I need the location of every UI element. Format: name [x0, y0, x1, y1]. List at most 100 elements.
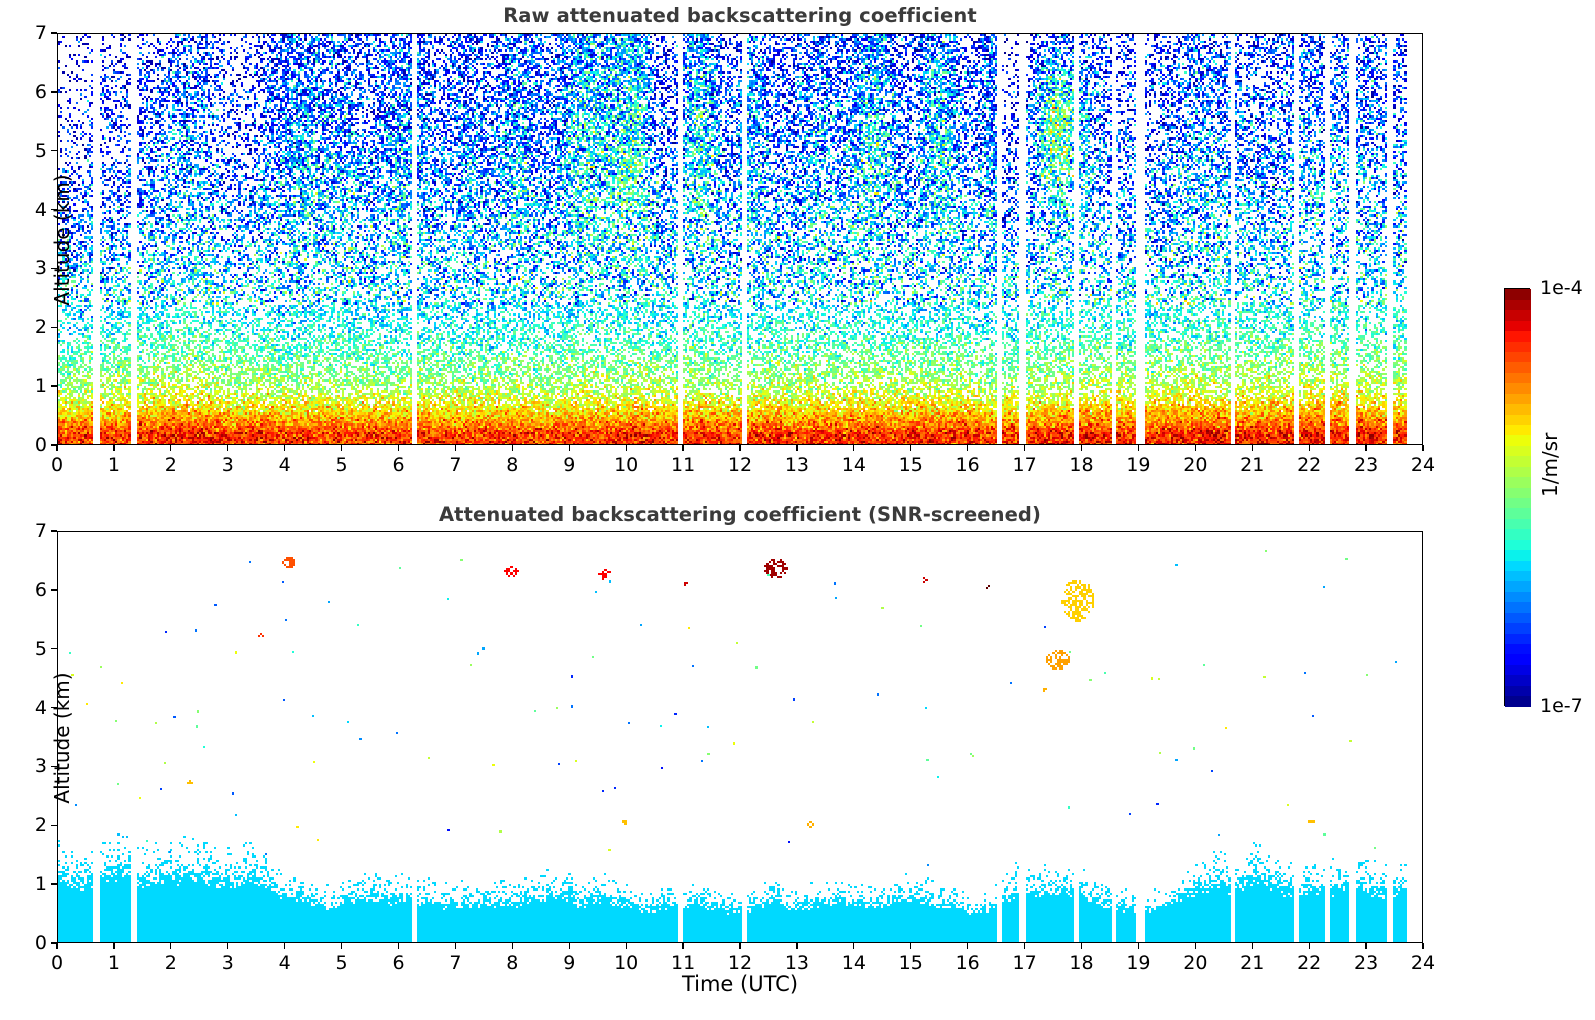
colorbar: 1e-4 1e-7: [1504, 277, 1583, 717]
x-tick-label: 8: [506, 454, 519, 476]
x-tick: [1023, 445, 1026, 451]
x-tick: [682, 943, 684, 949]
y-tick-label: 5: [34, 139, 47, 162]
x-tick-label: 4: [278, 454, 291, 476]
y-tick: [51, 208, 57, 211]
x-tick: [625, 445, 627, 451]
x-tick-label: 3: [221, 952, 234, 974]
x-tick: [568, 943, 570, 949]
colorbar-gradient: [1504, 288, 1531, 707]
x-tick-label: 9: [563, 952, 576, 974]
x-tick: [967, 943, 969, 949]
x-tick: [170, 445, 172, 451]
x-tick-label: 22: [1297, 952, 1322, 974]
x-tick-label: 18: [1069, 952, 1094, 974]
y-tick-label: 0: [34, 434, 47, 456]
x-tick: [1080, 445, 1083, 451]
x-tick-label: 21: [1240, 952, 1265, 974]
x-tick-label: 16: [955, 952, 980, 974]
x-tick: [1308, 943, 1310, 949]
x-tick-label: 11: [670, 952, 696, 974]
x-tick-label: 13: [784, 952, 809, 974]
x-tick: [284, 943, 286, 949]
x-tick: [1365, 445, 1367, 451]
x-tick-label: 17: [1012, 454, 1037, 476]
y-tick: [51, 648, 57, 650]
x-tick: [113, 445, 115, 451]
x-tick-label: 10: [614, 454, 639, 476]
x-tick: [739, 943, 741, 949]
y-tick: [51, 942, 57, 944]
colorbar-tick-min: 1e-7: [1540, 695, 1583, 717]
x-tick-label: 14: [841, 952, 866, 974]
x-tick-label: 22: [1297, 454, 1322, 476]
x-tick: [1251, 445, 1253, 451]
x-tick: [910, 445, 912, 451]
x-tick-label: 15: [898, 454, 923, 476]
x-tick-label: 14: [841, 454, 866, 476]
x-tick-label: 19: [1126, 454, 1151, 476]
y-tick-label: 3: [34, 257, 47, 280]
x-tick: [796, 943, 798, 949]
x-tick: [227, 445, 229, 451]
x-tick-label: 3: [221, 454, 234, 476]
x-tick-label: 6: [392, 952, 405, 974]
y-tick: [51, 824, 57, 826]
x-tick-label: 1: [107, 952, 120, 974]
x-tick: [56, 445, 58, 451]
x-tick-label: 24: [1410, 952, 1436, 974]
y-tick-label: 5: [34, 637, 47, 660]
y-tick-label: 2: [34, 316, 47, 339]
plot-area-raw: [57, 33, 1423, 445]
y-tick-label: 4: [34, 198, 47, 221]
x-tick-label: 20: [1183, 952, 1208, 974]
plot-area-screened: [57, 531, 1423, 943]
x-tick: [1422, 943, 1424, 949]
x-tick: [511, 943, 513, 949]
x-tick: [113, 943, 115, 949]
x-tick-label: 18: [1069, 454, 1094, 476]
y-tick: [51, 883, 57, 885]
x-tick: [397, 943, 400, 949]
x-tick-label: 7: [449, 454, 462, 476]
x-tick-label: 23: [1353, 952, 1379, 974]
x-tick-label: 9: [563, 454, 576, 476]
x-tick-label: 10: [614, 952, 639, 974]
y-tick-label: 7: [34, 22, 47, 44]
y-tick: [51, 326, 57, 328]
x-tick-label: 13: [784, 454, 809, 476]
x-tick-label: 12: [727, 454, 753, 476]
panel-title-screened: Attenuated backscattering coefficient (S…: [438, 503, 1042, 526]
x-tick-label: 4: [278, 952, 291, 974]
colorbar-label: 1/m/sr: [1538, 432, 1562, 497]
x-tick: [910, 943, 912, 949]
x-tick-label: 0: [50, 952, 64, 974]
x-tick-label: 15: [898, 952, 923, 974]
y-tick-label: 6: [34, 80, 47, 103]
x-tick: [1137, 943, 1140, 949]
y-tick: [51, 32, 57, 34]
y-tick: [51, 706, 57, 709]
y-tick-label: 7: [34, 520, 47, 542]
y-axis-label-raw: Altitude (km): [50, 174, 74, 306]
y-tick-label: 2: [34, 814, 47, 837]
x-tick-label: 17: [1012, 952, 1037, 974]
y-tick: [51, 530, 57, 532]
x-tick: [340, 943, 343, 949]
x-tick: [682, 445, 684, 451]
x-tick-label: 24: [1410, 454, 1436, 476]
x-tick-label: 7: [449, 952, 462, 974]
x-tick-label: 1: [107, 454, 120, 476]
y-tick-label: 0: [34, 932, 47, 954]
x-tick: [1422, 445, 1424, 451]
x-tick-label: 20: [1183, 454, 1208, 476]
x-tick-label: 6: [392, 454, 405, 476]
y-tick: [51, 267, 57, 270]
y-tick-label: 1: [34, 873, 47, 896]
x-tick: [170, 943, 172, 949]
x-tick-label: 11: [670, 454, 696, 476]
y-tick-label: 6: [34, 578, 47, 601]
x-tick: [796, 445, 798, 451]
x-tick-label: 2: [164, 454, 177, 476]
